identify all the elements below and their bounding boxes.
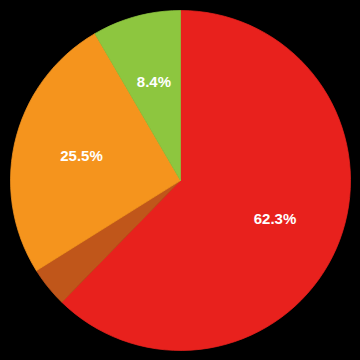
svg-text:62.3%: 62.3% <box>254 210 297 227</box>
svg-text:8.4%: 8.4% <box>137 73 171 90</box>
svg-text:25.5%: 25.5% <box>60 147 103 164</box>
